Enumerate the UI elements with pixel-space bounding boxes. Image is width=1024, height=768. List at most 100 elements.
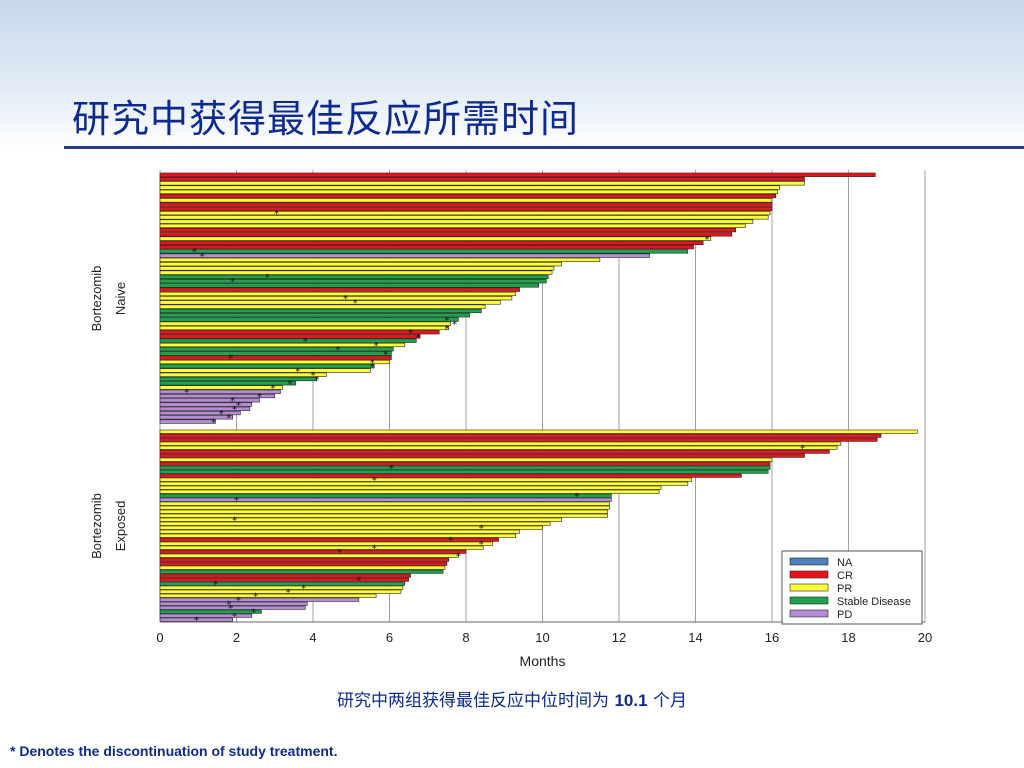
legend-swatch	[789, 583, 829, 592]
discontinuation-marker: *	[265, 273, 270, 284]
bar-naive-43	[159, 351, 392, 356]
bar-naive-16	[159, 236, 712, 241]
bar-exposed-7	[159, 453, 805, 458]
bar-naive-58	[159, 415, 233, 420]
discontinuation-marker: *	[343, 294, 348, 305]
bar-naive-35	[159, 317, 459, 322]
bar-exposed-6	[159, 449, 830, 454]
bar-naive-31	[159, 300, 501, 305]
discontinuation-marker: *	[251, 607, 256, 618]
discontinuation-marker: *	[370, 362, 375, 373]
bar-naive-10	[159, 210, 771, 216]
discontinuation-marker: *	[370, 358, 375, 369]
x-axis-label: Months	[520, 653, 566, 669]
discontinuation-marker: *	[295, 366, 300, 377]
discontinuation-marker: *	[228, 354, 233, 365]
bar-naive-11	[159, 215, 769, 220]
bar-naive-23	[159, 266, 555, 271]
bar-naive-25	[159, 274, 549, 280]
bar-exposed-44	[159, 601, 308, 606]
discontinuation-marker: *	[444, 324, 449, 335]
discontinuation-marker: *	[236, 595, 241, 606]
bar-exposed-21	[159, 509, 608, 514]
bar-exposed-43	[159, 597, 360, 602]
bar-naive-30	[159, 296, 513, 301]
chart-group-labels: Bortezomib Naive Bortezomib Exposed	[89, 266, 128, 559]
x-tick-label: 20	[918, 630, 932, 645]
bar-naive-49	[159, 376, 318, 382]
median-summary: 研究中两组获得最佳反应中位时间为 10.1 个月	[0, 686, 1024, 711]
bar-naive-17	[159, 240, 704, 245]
bar-naive-45	[159, 359, 390, 365]
bar-exposed-4	[159, 441, 842, 446]
median-summary-suffix: 个月	[647, 691, 687, 711]
discontinuation-marker: *	[383, 349, 388, 360]
bar-exposed-2	[159, 433, 882, 438]
legend-label: PD	[837, 609, 852, 621]
bar-naive-42	[159, 347, 394, 352]
discontinuation-marker: *	[213, 579, 218, 590]
discontinuation-marker: *	[372, 475, 377, 486]
group-label-line1: Bortezomib	[89, 266, 104, 332]
bar-exposed-22	[159, 513, 608, 518]
bar-naive-1	[159, 172, 876, 177]
bar-exposed-35	[159, 565, 446, 570]
bar-exposed-32	[159, 553, 459, 558]
x-tick-label: 18	[841, 630, 855, 645]
discontinuation-marker: *	[389, 463, 394, 474]
bar-exposed-37	[159, 573, 411, 578]
bar-naive-29	[159, 291, 517, 297]
bar-exposed-1	[159, 429, 918, 434]
discontinuation-marker: *	[219, 409, 224, 420]
legend-label: PR	[837, 583, 852, 595]
discontinuation-marker: *	[444, 315, 449, 326]
discontinuation-marker: *	[232, 405, 237, 416]
bar-exposed-34	[159, 561, 448, 566]
bar-exposed-18	[159, 497, 612, 502]
bar-exposed-27	[159, 533, 517, 538]
bar-exposed-24	[159, 521, 551, 526]
bar-naive-4	[159, 185, 780, 190]
discontinuation-marker: *	[270, 383, 275, 394]
discontinuation-marker: *	[228, 603, 233, 614]
bar-naive-5	[159, 189, 779, 194]
bar-exposed-10	[159, 465, 771, 470]
discontinuation-marker: *	[253, 591, 258, 602]
bar-naive-21	[159, 257, 601, 263]
bar-naive-40	[159, 338, 417, 343]
bar-exposed-26	[159, 529, 520, 534]
chart-bars	[159, 172, 918, 622]
x-tick-label: 12	[612, 630, 626, 645]
footnote: * Denotes the discontinuation of study t…	[10, 743, 338, 759]
discontinuation-marker: *	[226, 413, 231, 424]
bar-exposed-42	[159, 593, 377, 598]
bar-naive-50	[159, 381, 297, 386]
discontinuation-marker: *	[232, 515, 237, 526]
bar-naive-7	[159, 198, 773, 203]
bar-exposed-12	[159, 473, 742, 478]
bar-naive-47	[159, 368, 371, 373]
discontinuation-marker: *	[800, 443, 805, 454]
bar-naive-26	[159, 279, 547, 284]
discontinuation-marker: *	[226, 599, 231, 610]
median-summary-prefix: 研究中两组获得最佳反应中位时间为	[337, 691, 615, 711]
bar-naive-22	[159, 262, 562, 267]
discontinuation-marker: *	[479, 539, 484, 550]
bar-naive-54	[159, 398, 260, 403]
bar-exposed-40	[159, 585, 404, 590]
bar-naive-55	[159, 402, 253, 407]
legend-swatch	[789, 557, 829, 566]
bar-naive-18	[159, 245, 694, 250]
bar-exposed-9	[159, 461, 771, 466]
bar-naive-14	[159, 228, 736, 233]
chart-panel: * * * * * * * * * * * * * * * * * * * * * * * * * * * * * * * * * * * * * * * *…	[78, 162, 953, 672]
discontinuation-marker: *	[374, 341, 379, 352]
discontinuation-marker: *	[303, 337, 308, 348]
bar-naive-32	[159, 304, 486, 309]
discontinuation-marker: *	[257, 392, 262, 403]
discontinuation-marker: *	[416, 332, 421, 343]
discontinuation-marker: *	[234, 495, 239, 506]
bar-naive-39	[159, 334, 421, 339]
discontinuation-marker: *	[456, 551, 461, 562]
